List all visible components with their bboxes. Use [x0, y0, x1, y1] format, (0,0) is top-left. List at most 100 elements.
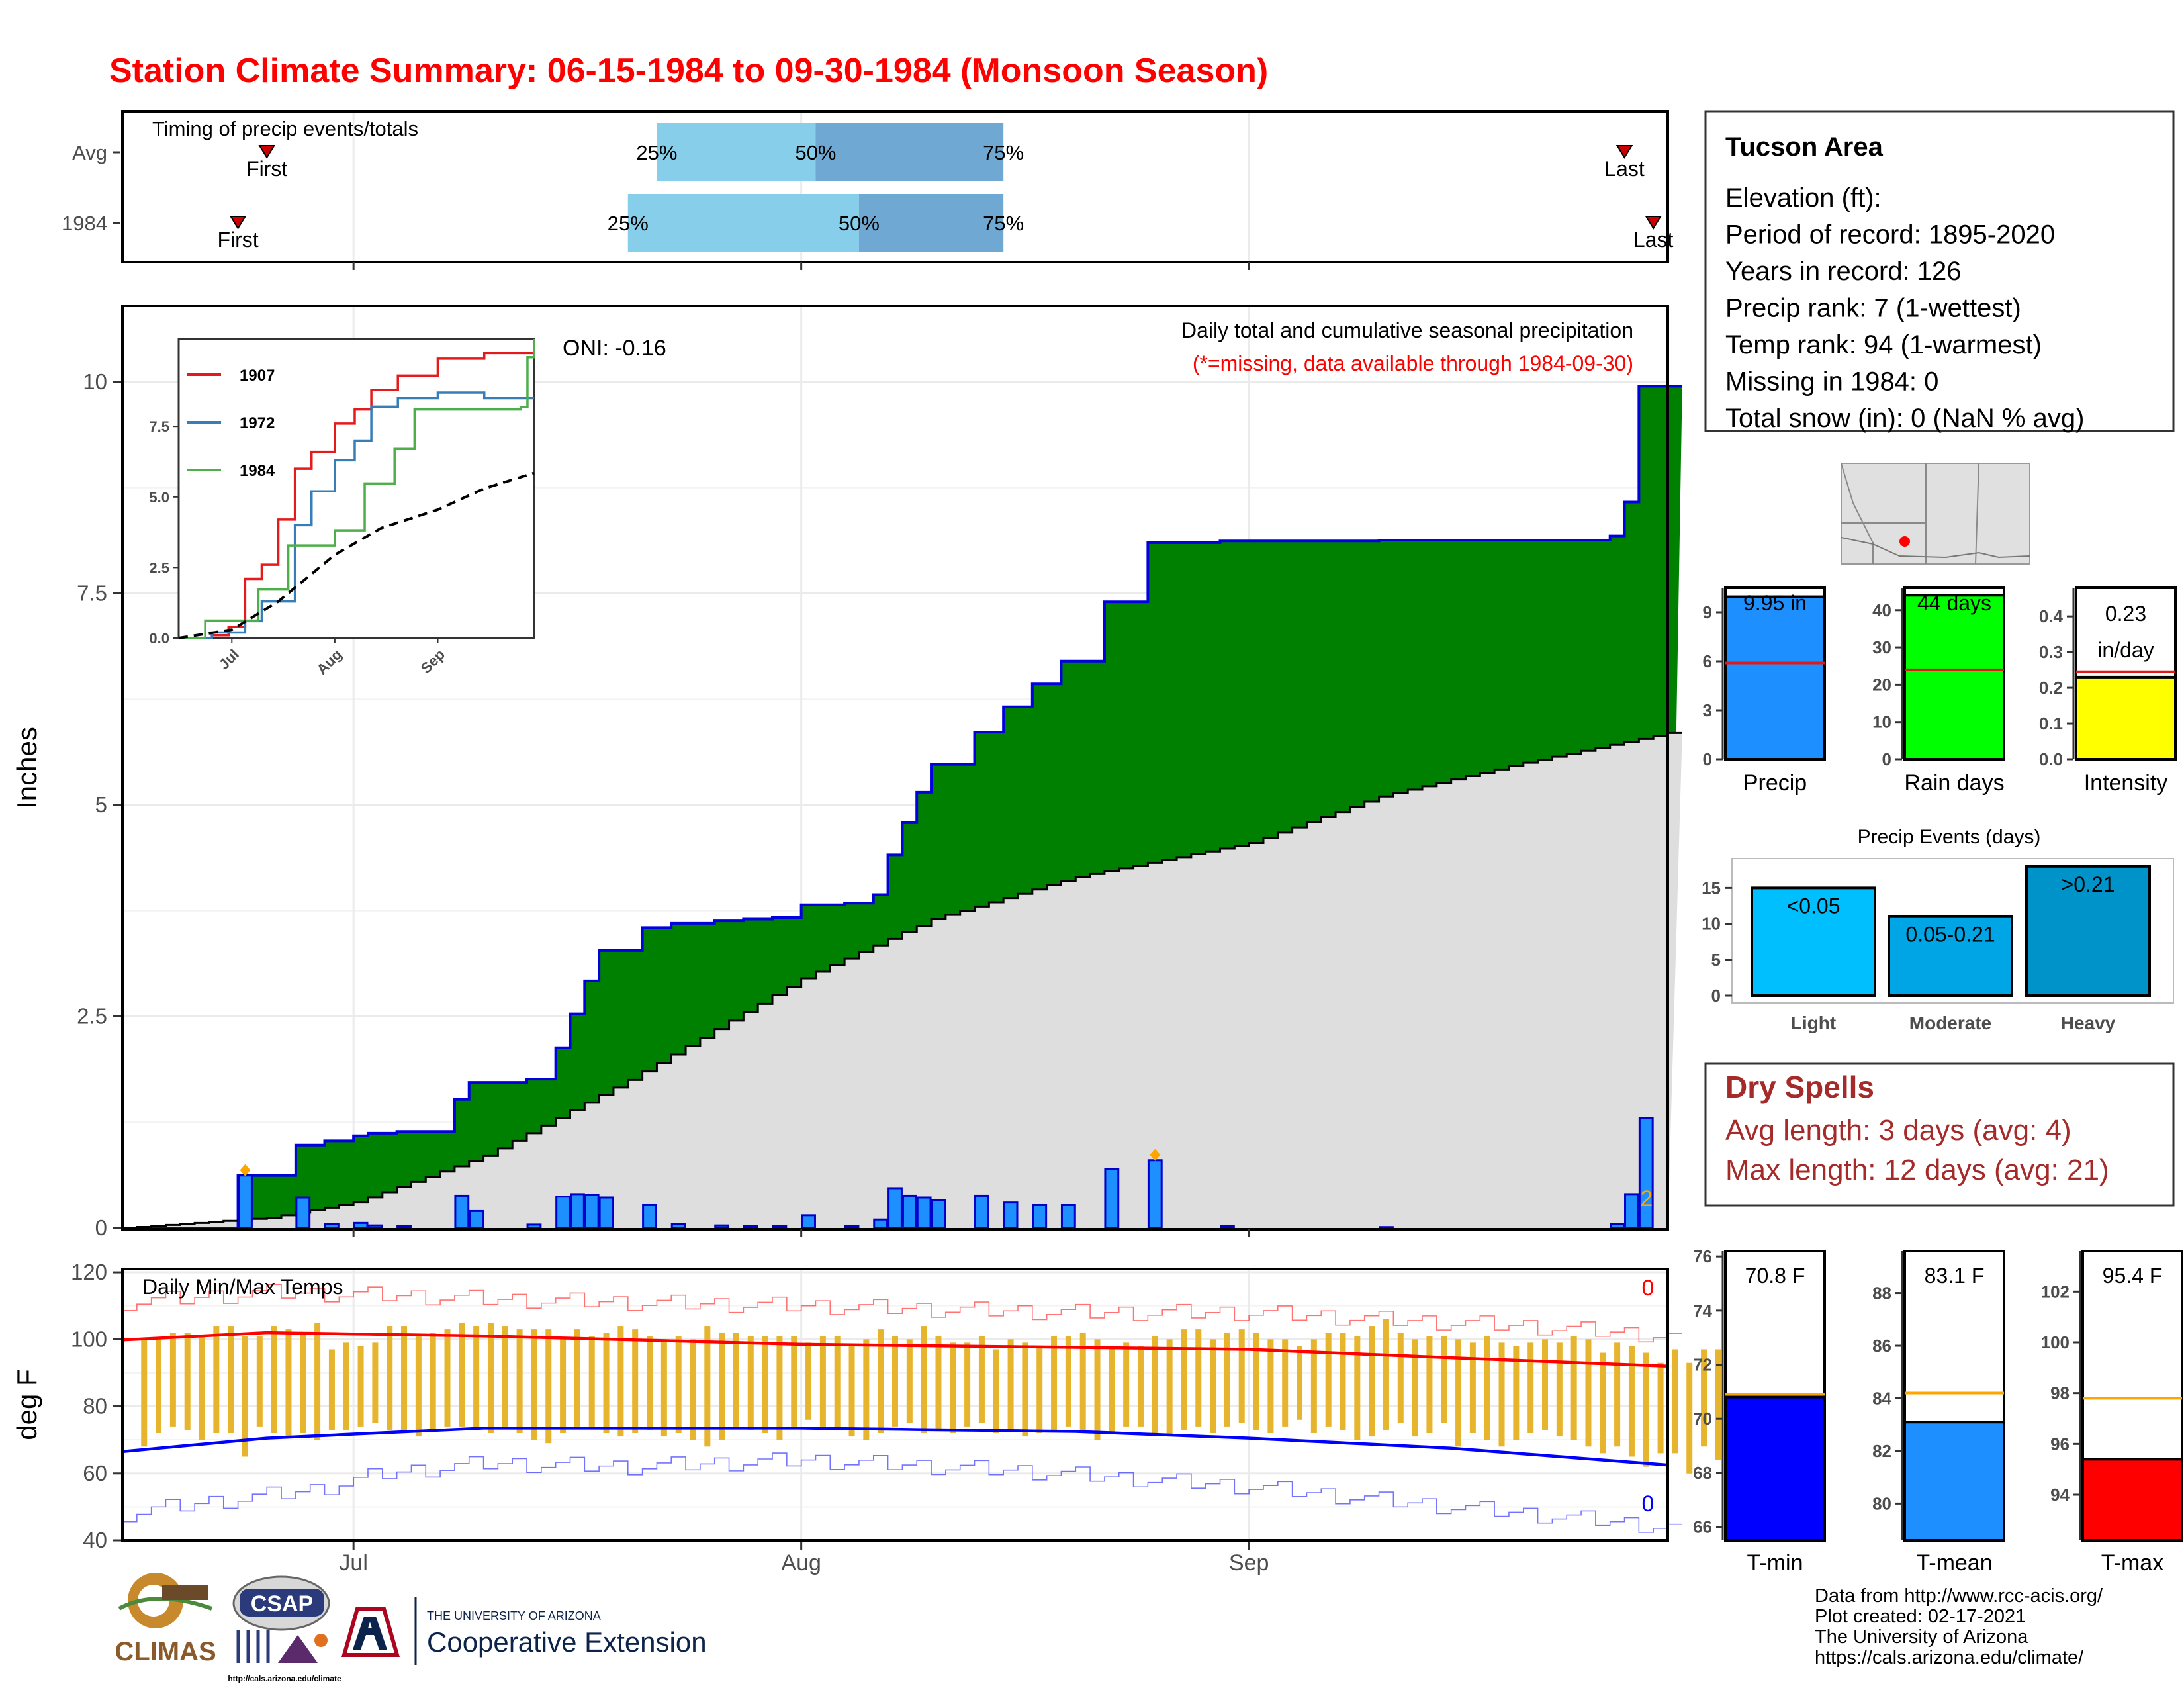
- timing-q25-label: 25%: [636, 141, 677, 164]
- daily-temp-range-bar: [1383, 1319, 1389, 1430]
- timing-last-marker: [1615, 145, 1633, 159]
- daily-temp-range-bar: [1426, 1336, 1433, 1434]
- summary-value-bar: [1724, 595, 1826, 761]
- summary-bar-frame: [2075, 586, 2177, 761]
- event-bar-moderate: [1888, 915, 2013, 997]
- summary-bar-precip: 0 3 6 9 9.95 in Precip: [1703, 586, 1826, 796]
- station-info-line: Elevation (ft):: [1725, 183, 1882, 212]
- temp-summary-tick-label: 88: [1872, 1284, 1891, 1303]
- map-border: [1841, 537, 2030, 559]
- month-tick-label: Aug: [781, 1550, 821, 1575]
- precip-y-tick-label: 7.5: [77, 581, 107, 606]
- precip-y-tick-label: 5: [95, 792, 107, 817]
- daily-precip-bar: [844, 1225, 860, 1229]
- summary-tick-label: 0.4: [2039, 606, 2064, 626]
- inset-legend-label: 1984: [240, 462, 275, 480]
- daily-temp-range-bar: [1542, 1339, 1549, 1430]
- month-tick-label: Sep: [1229, 1550, 1269, 1575]
- precip-y-tick-label: 10: [83, 369, 107, 394]
- daily-temp-range-bar: [487, 1322, 494, 1434]
- daily-temp-range-bar: [199, 1336, 205, 1440]
- daily-precip-bar: [1624, 1193, 1639, 1229]
- temp-summary-name: T-max: [2101, 1550, 2163, 1575]
- daily-temp-range-bar: [1007, 1339, 1014, 1430]
- timing-q50-label: 50%: [795, 141, 836, 164]
- daily-temp-range-bar: [545, 1329, 552, 1444]
- summary-bar-name: Rain days: [1904, 771, 2004, 796]
- summary-tick-label: 0.3: [2039, 642, 2063, 662]
- footer-credit-line: https://cals.arizona.edu/climate/: [1815, 1647, 2084, 1668]
- record-max-count: 0: [1642, 1276, 1655, 1301]
- temp-summary-tick-label: 68: [1693, 1463, 1712, 1483]
- station-info-line: Period of record: 1895-2020: [1725, 220, 2055, 250]
- daily-temp-range-bar: [805, 1342, 812, 1420]
- summary-tick-label: 0.1: [2039, 714, 2063, 733]
- daily-temp-range-bar: [1166, 1339, 1173, 1437]
- temp-summary-tick-label: 74: [1693, 1301, 1712, 1321]
- daily-precip-bar: [931, 1199, 946, 1229]
- temp-summary-tick-label: 80: [1872, 1493, 1891, 1513]
- daily-temp-range-bar: [1672, 1349, 1678, 1454]
- temp-summary-frame: [2081, 1250, 2183, 1542]
- daily-temp-range-bar: [256, 1336, 263, 1427]
- daily-temp-range-bar: [1210, 1339, 1216, 1434]
- summary-tick-label: 0: [1882, 749, 1891, 769]
- daily-temp-range-bar: [617, 1326, 624, 1437]
- daily-temp-range-bar: [213, 1326, 220, 1434]
- daily-temp-range-bar: [675, 1336, 682, 1434]
- daily-precip-bar: [324, 1223, 340, 1229]
- dry-spells-max: Max length: 12 days (avg: 21): [1725, 1154, 2109, 1186]
- climas-logo-text: CLIMAS: [114, 1637, 216, 1666]
- inset-y-tick-label: 5.0: [149, 489, 169, 506]
- temp-summary-tick-label: 102: [2041, 1282, 2070, 1301]
- precip-flag-marker: [1150, 1149, 1161, 1161]
- inset-y-tick-label: 7.5: [149, 418, 169, 435]
- timing-last-marker: [1645, 216, 1662, 230]
- daily-precip-bar: [1638, 1117, 1654, 1229]
- summary-bar-name: Intensity: [2084, 771, 2168, 796]
- event-category-label: Heavy: [2061, 1013, 2116, 1033]
- daily-precip-bar: [670, 1223, 686, 1229]
- timing-q75-label: 75%: [983, 212, 1024, 235]
- record-min-count: 0: [1642, 1491, 1655, 1517]
- summary-tick-label: 0.0: [2039, 749, 2063, 769]
- daily-precip-bar: [469, 1209, 484, 1229]
- daily-temp-range-bar: [1715, 1349, 1721, 1460]
- daily-precip-bar: [743, 1225, 758, 1229]
- daily-temp-range-bar: [791, 1336, 797, 1427]
- daily-temp-range-bar: [415, 1336, 422, 1437]
- summary-tick-label: 0: [1703, 749, 1712, 769]
- daily-temp-range-bar: [300, 1333, 306, 1434]
- temp-summary-frame: [1724, 1250, 1826, 1542]
- daily-precip-bar: [353, 1221, 369, 1229]
- event-bar-heavy: [2025, 865, 2151, 998]
- daily-temp-range-bar: [1354, 1336, 1361, 1440]
- temp-summary-tick-label: 72: [1693, 1355, 1712, 1375]
- event-bar-label: >0.21: [2062, 872, 2115, 896]
- daily-temp-range-bar: [935, 1336, 942, 1430]
- daily-temp-range-bar: [1614, 1342, 1621, 1447]
- daily-precip-bar: [295, 1196, 311, 1229]
- timing-q25-label: 25%: [608, 212, 649, 235]
- daily-temp-range-bar: [516, 1329, 523, 1434]
- daily-precip-bar: [569, 1193, 585, 1229]
- cooperative-extension-text: Cooperative Extension: [427, 1626, 707, 1658]
- summary-tick-label: 20: [1872, 675, 1891, 694]
- summary-bar-frame: [1724, 586, 1826, 761]
- station-info-line: Years in record: 126: [1725, 257, 1962, 286]
- university-name: THE UNIVERSITY OF ARIZONA: [427, 1609, 601, 1622]
- precip-y-tick-label: 2.5: [77, 1004, 107, 1029]
- precip-panel-frame: [121, 305, 1669, 1231]
- precip-y-axis-label: Inches: [11, 727, 42, 809]
- precip-panel-label: Daily total and cumulative seasonal prec…: [1181, 318, 1633, 342]
- temp-y-tick-label: 120: [71, 1260, 107, 1284]
- station-info-frame: [1704, 110, 2175, 432]
- events-tick-label: 5: [1711, 950, 1721, 970]
- summary-value-label: 44 days: [1917, 591, 1991, 615]
- events-tick-label: 15: [1702, 878, 1721, 898]
- daily-temp-range-bar: [285, 1329, 292, 1437]
- timing-q75-label: 75%: [983, 141, 1024, 164]
- daily-temp-range-bar: [1109, 1346, 1115, 1434]
